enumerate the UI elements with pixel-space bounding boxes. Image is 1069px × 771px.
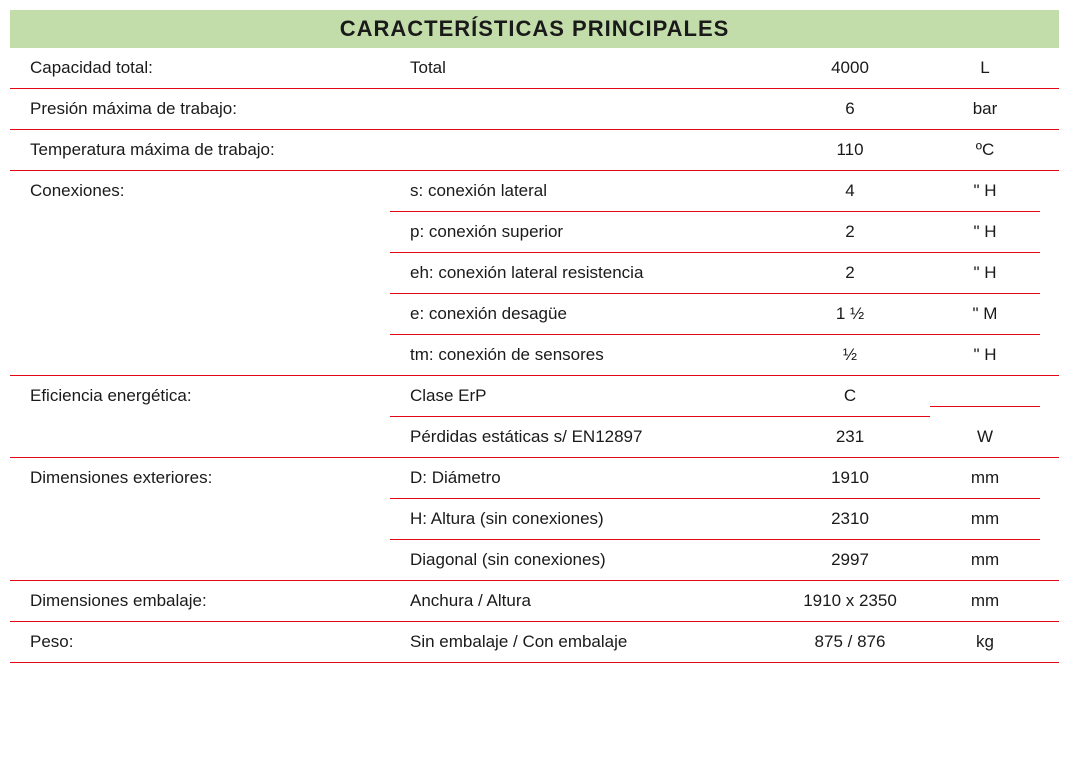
- spec-unit: mm: [930, 458, 1040, 499]
- spec-group-label: [10, 510, 390, 530]
- spec-table: CARACTERÍSTICAS PRINCIPALES Capacidad to…: [10, 10, 1059, 663]
- table-title: CARACTERÍSTICAS PRINCIPALES: [10, 10, 1059, 48]
- spec-value: 1910: [770, 458, 930, 499]
- spec-row: Presión máxima de trabajo: 6bar: [10, 89, 1059, 130]
- spec-value: 2: [770, 212, 930, 253]
- spec-group-label: Temperatura máxima de trabajo:: [10, 130, 390, 170]
- spec-desc: s: conexión lateral: [390, 171, 770, 212]
- spec-unit: L: [930, 48, 1040, 88]
- spec-unit: mm: [930, 581, 1040, 621]
- spec-row: Dimensiones embalaje:Anchura / Altura191…: [10, 581, 1059, 622]
- spec-desc: H: Altura (sin conexiones): [390, 499, 770, 540]
- spec-group-label: Eficiencia energética:: [10, 376, 390, 416]
- spec-desc: Anchura / Altura: [390, 581, 770, 621]
- spec-value: 6: [770, 89, 930, 129]
- spec-row: Eficiencia energética:Clase ErPC: [10, 376, 1059, 417]
- spec-row: p: conexión superior2" H: [10, 212, 1059, 253]
- spec-value: 231: [770, 417, 930, 457]
- spec-desc: Clase ErP: [390, 376, 770, 417]
- spec-row: Pérdidas estáticas s/ EN12897231W: [10, 417, 1059, 458]
- spec-group-label: [10, 264, 390, 284]
- spec-unit: " H: [930, 253, 1040, 294]
- spec-group-label: [10, 550, 390, 570]
- spec-desc: tm: conexión de sensores: [390, 335, 770, 375]
- spec-unit: kg: [930, 622, 1040, 662]
- spec-value: 110: [770, 130, 930, 170]
- spec-desc: Diagonal (sin conexiones): [390, 540, 770, 580]
- spec-group-label: [10, 427, 390, 447]
- spec-group-label: Conexiones:: [10, 171, 390, 211]
- spec-group-label: Capacidad total:: [10, 48, 390, 88]
- spec-desc: D: Diámetro: [390, 458, 770, 499]
- spec-desc: [390, 140, 770, 160]
- spec-group-label: Presión máxima de trabajo:: [10, 89, 390, 129]
- spec-desc: [390, 99, 770, 119]
- table-body: Capacidad total:Total4000LPresión máxima…: [10, 48, 1059, 663]
- spec-value: ½: [770, 335, 930, 375]
- spec-row: Diagonal (sin conexiones)2997mm: [10, 540, 1059, 581]
- spec-value: 2997: [770, 540, 930, 580]
- spec-value: 4: [770, 171, 930, 212]
- spec-desc: Pérdidas estáticas s/ EN12897: [390, 417, 770, 457]
- spec-value: 2: [770, 253, 930, 294]
- spec-desc: e: conexión desagüe: [390, 294, 770, 335]
- spec-value: 1 ½: [770, 294, 930, 335]
- spec-unit: " M: [930, 294, 1040, 335]
- spec-value: 2310: [770, 499, 930, 540]
- spec-unit: " H: [930, 212, 1040, 253]
- spec-value: 1910 x 2350: [770, 581, 930, 621]
- spec-row: Dimensiones exteriores:D: Diámetro1910mm: [10, 458, 1059, 499]
- spec-row: Conexiones:s: conexión lateral4" H: [10, 171, 1059, 212]
- spec-unit: ºC: [930, 130, 1040, 170]
- spec-row: H: Altura (sin conexiones)2310mm: [10, 499, 1059, 540]
- spec-value: 875 / 876: [770, 622, 930, 662]
- spec-desc: Total: [390, 48, 770, 88]
- spec-group-label: Peso:: [10, 622, 390, 662]
- spec-group-label: Dimensiones exteriores:: [10, 458, 390, 498]
- spec-value: C: [770, 376, 930, 417]
- spec-unit: " H: [930, 171, 1040, 212]
- spec-desc: Sin embalaje / Con embalaje: [390, 622, 770, 662]
- spec-desc: eh: conexión lateral resistencia: [390, 253, 770, 294]
- spec-unit: bar: [930, 89, 1040, 129]
- spec-row: Temperatura máxima de trabajo: 110ºC: [10, 130, 1059, 171]
- spec-unit: mm: [930, 540, 1040, 580]
- spec-group-label: [10, 305, 390, 325]
- spec-unit: " H: [930, 335, 1040, 375]
- spec-unit: [930, 386, 1040, 407]
- spec-unit: W: [930, 417, 1040, 457]
- spec-row: tm: conexión de sensores½" H: [10, 335, 1059, 376]
- spec-group-label: Dimensiones embalaje:: [10, 581, 390, 621]
- spec-value: 4000: [770, 48, 930, 88]
- spec-group-label: [10, 223, 390, 243]
- spec-row: e: conexión desagüe1 ½" M: [10, 294, 1059, 335]
- spec-row: Peso:Sin embalaje / Con embalaje875 / 87…: [10, 622, 1059, 663]
- spec-desc: p: conexión superior: [390, 212, 770, 253]
- spec-row: Capacidad total:Total4000L: [10, 48, 1059, 89]
- spec-row: eh: conexión lateral resistencia2" H: [10, 253, 1059, 294]
- spec-unit: mm: [930, 499, 1040, 540]
- spec-group-label: [10, 345, 390, 365]
